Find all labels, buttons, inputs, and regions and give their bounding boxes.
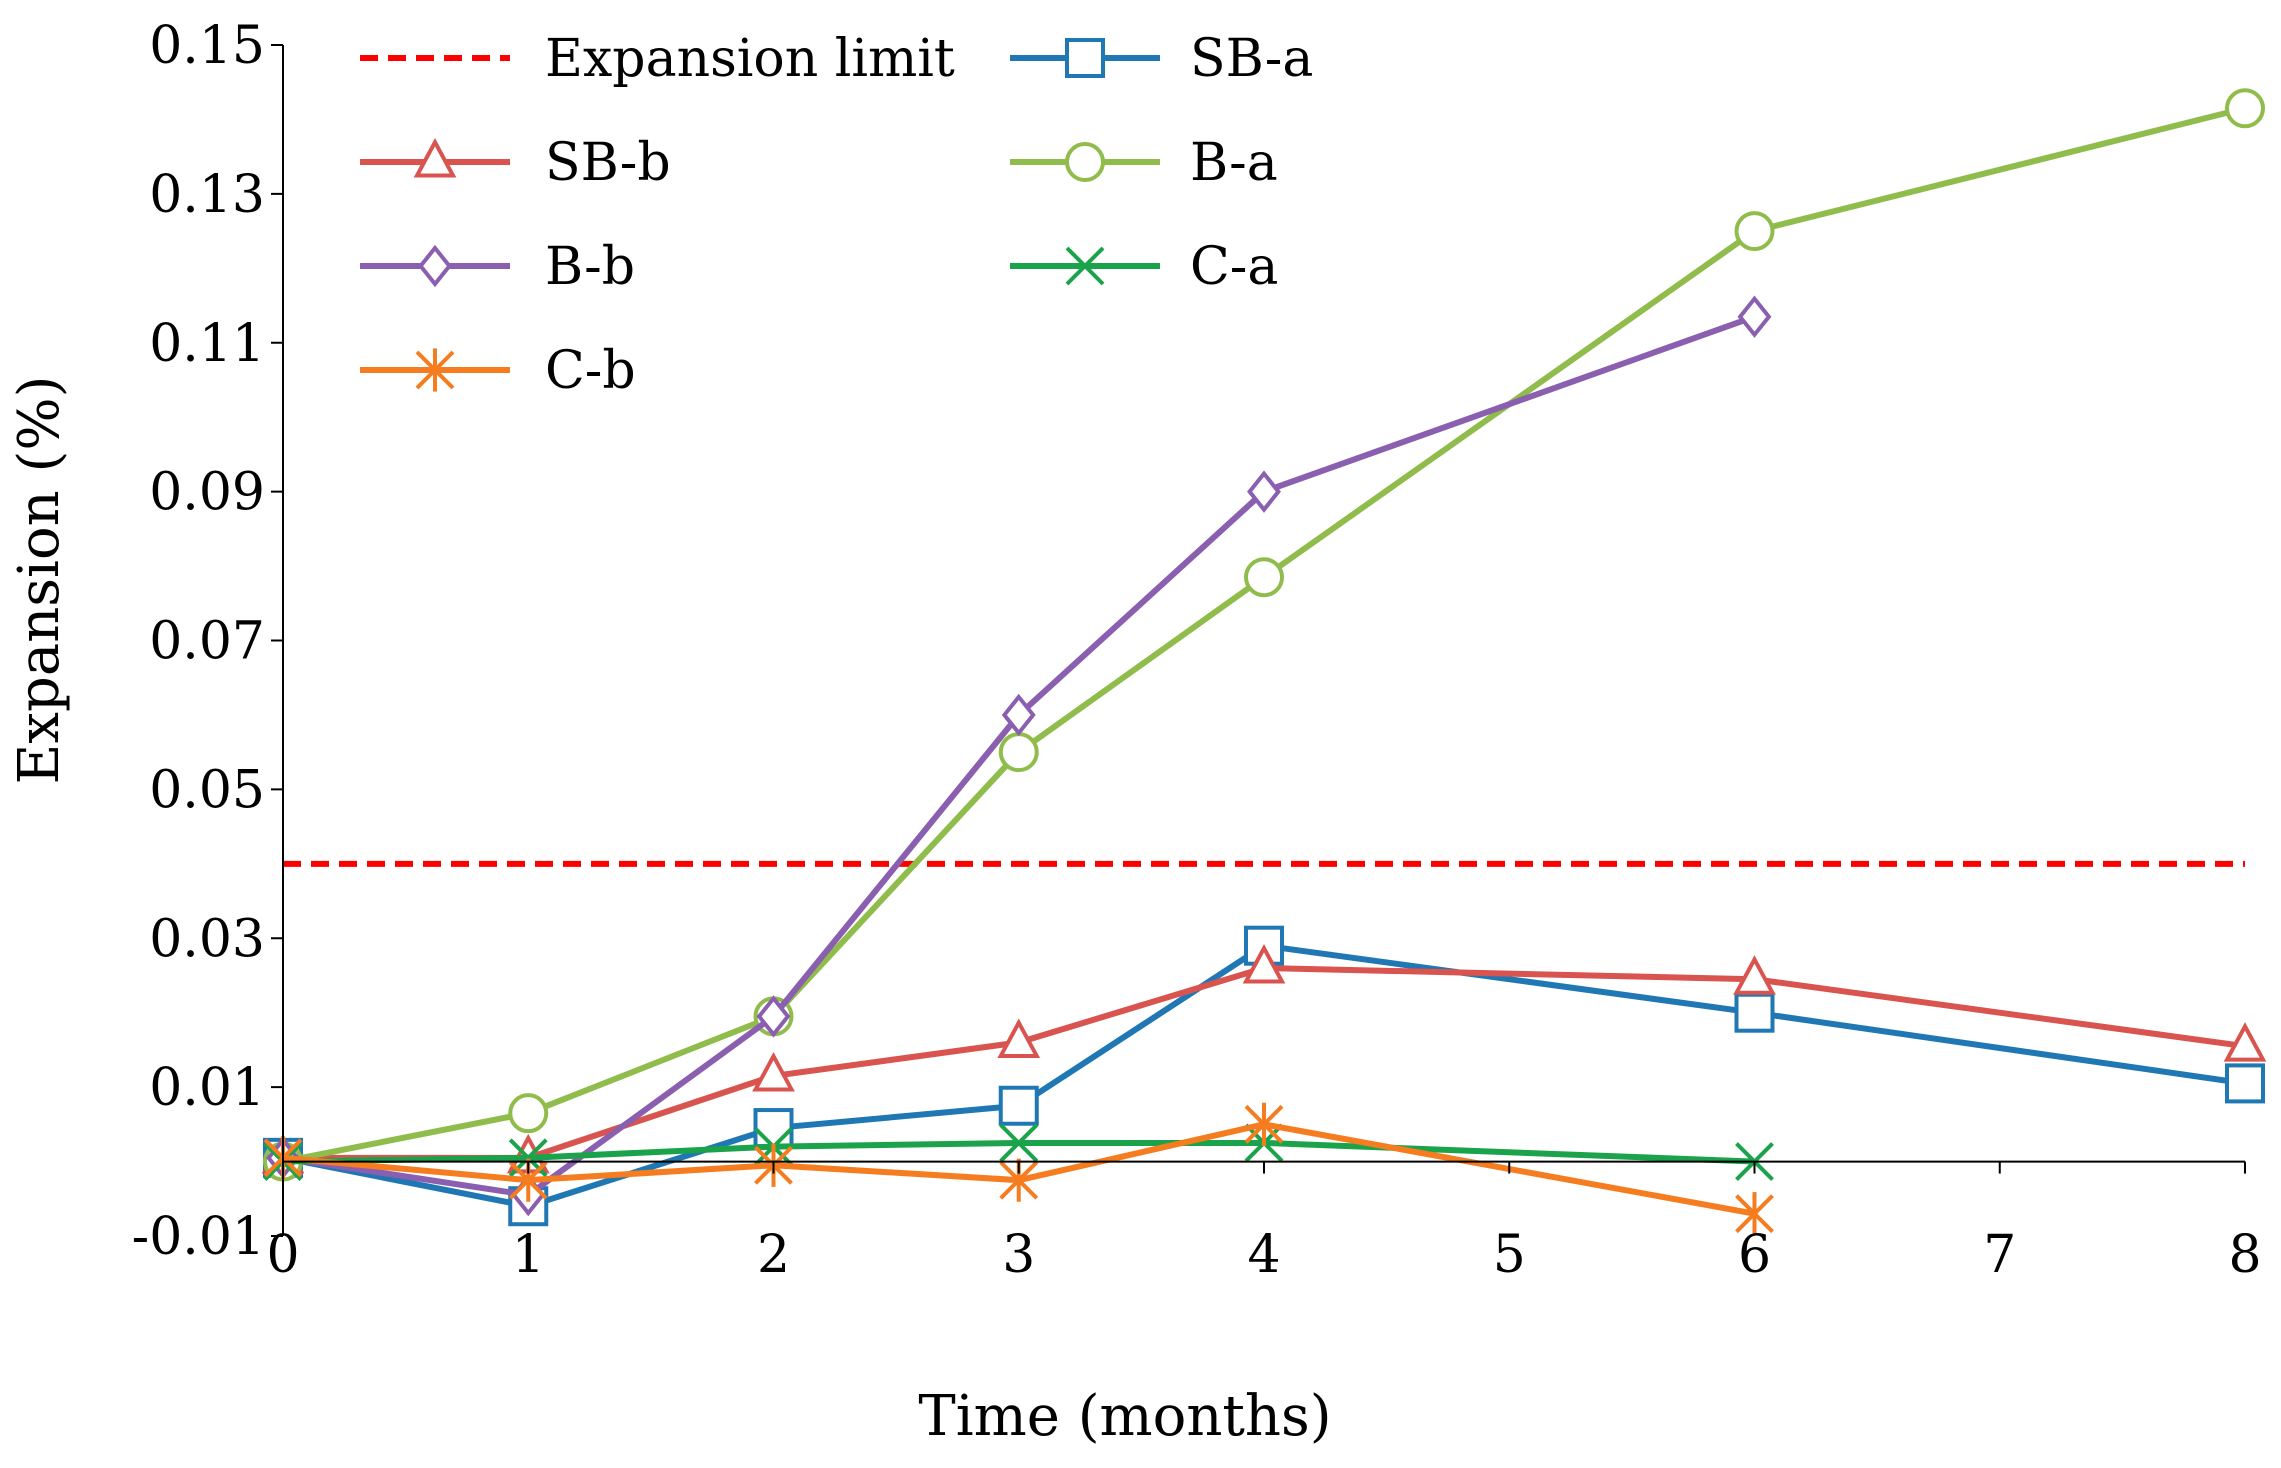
data-point-b-b-2 [756,995,791,1038]
data-point-c-a-3 [999,1123,1039,1163]
legend-item: C-b [360,341,636,401]
data-point-b-a-3-shape [998,732,1039,773]
data-point-b-a-1 [508,1093,549,1134]
legend-item: C-a [1010,237,1278,297]
data-point-b-a-6 [1734,211,1775,252]
legend-label: B-b [545,237,635,297]
data-point-sb-b-4-shape [1242,944,1286,984]
legend-marker-sb-a [1065,38,1105,78]
data-point-sb-a-8-shape [2225,1063,2265,1104]
data-point-sb-b-4 [1242,944,1286,984]
x-tick-label: 3 [1002,1225,1035,1285]
data-point-b-a-8 [2225,88,2265,129]
data-point-b-b-6 [1737,295,1772,338]
legend-label: B-a [1190,133,1278,193]
data-point-sb-b-2-shape [752,1051,795,1092]
x-tick-label: 2 [757,1225,790,1285]
data-point-b-b-6-shape [1737,295,1772,338]
data-point-b-a-1-shape [508,1093,549,1134]
x-tick-label: 4 [1247,1225,1280,1285]
y-tick-label: 0.15 [149,16,265,76]
x-tick-label: 5 [1493,1225,1526,1285]
data-point-c-b-4 [1244,1102,1284,1146]
data-point-sb-b-3 [997,1018,1041,1058]
x-tick-label: 6 [1738,1225,1771,1285]
legend-item: SB-a [1010,29,1313,89]
series-line-c-b [282,1121,1756,1217]
data-point-sb-b-8 [2223,1022,2267,1062]
legend-label: SB-a [1190,29,1313,89]
data-point-sb-b-6 [1733,955,1776,995]
series-line-c-a [282,1139,1755,1165]
y-tick-label: 0.01 [149,1058,265,1118]
legend-item: B-a [1010,133,1278,193]
y-tick-label: 0.07 [149,612,265,672]
y-axis-title: Expansion (%) [7,376,72,785]
data-point-b-a-4-shape [1244,557,1284,598]
data-point-b-b-2-shape [756,995,791,1038]
data-point-b-b-3 [1001,693,1036,737]
y-tick-label: 0.05 [149,760,265,820]
data-point-sb-a-6-shape [1734,992,1775,1033]
data-point-b-b-4 [1247,470,1281,513]
legend: Expansion limit SB-a SB-b B-a B-b C-a C-b [360,29,1313,401]
legend-marker-sb-b-shape [413,137,457,178]
legend-marker-c-a-stroke-b [1065,246,1105,286]
data-point-b-a-4 [1244,557,1284,598]
data-point-sb-b-6-shape [1733,955,1776,995]
x-tick-label: 1 [512,1225,545,1285]
y-tick-label: -0.01 [132,1207,265,1267]
legend-label: C-b [545,341,636,401]
series-line-b-b [282,313,1756,1199]
y-tick-label: 0.09 [149,463,265,523]
y-tick-label: 0.11 [149,314,265,374]
data-point-b-a-3 [998,732,1039,773]
data-point-sb-a-2-shape [753,1108,794,1149]
y-tick-label: 0.13 [149,165,265,225]
legend-label: C-a [1190,237,1278,297]
data-point-b-b-3-shape [1001,693,1036,737]
legend-item: SB-b [360,133,671,193]
x-axis-title: Time (months) [918,1384,1331,1449]
x-tick-label: 8 [2228,1225,2261,1285]
legend-marker-c-b [415,348,455,392]
legend-marker-b-b-shape [418,244,452,288]
data-point-sb-b-8-shape [2223,1022,2267,1062]
legend-marker-b-b [418,244,452,288]
data-point-sb-a-8 [2225,1063,2265,1104]
x-tick-label: 7 [1983,1225,2016,1285]
legend-marker-sb-b [413,137,457,178]
data-point-sb-b-3-shape [997,1018,1041,1058]
data-point-sb-a-6 [1734,992,1775,1033]
data-point-sb-a-2 [753,1108,794,1149]
data-point-sb-a-3 [998,1085,1039,1126]
legend-item: B-b [360,237,635,297]
legend-marker-c-a [1065,246,1105,286]
data-point-sb-a-3-shape [998,1085,1039,1126]
legend-marker-b-a-shape [1065,142,1105,182]
y-tick-label: 0.03 [149,909,265,969]
legend-label: SB-b [545,133,671,193]
legend-label: Expansion limit [545,29,955,89]
data-point-b-a-6-shape [1734,211,1775,252]
data-point-b-b-4-shape [1247,470,1281,513]
data-point-b-a-8-shape [2225,88,2265,129]
axes-layer: -0.01 0.01 0.03 0.05 0.07 0.09 0.11 0.13 0.15 0 1 2… [132,16,2262,1285]
legend-marker-b-a [1065,142,1105,182]
x-tick-label: 0 [266,1225,299,1285]
data-point-sb-b-2 [752,1051,795,1092]
series-layer [261,88,2267,1236]
data-point-c-a-3-stroke-b [999,1123,1039,1163]
data-point-c-b-6 [1735,1192,1774,1236]
legend-item: Expansion limit [360,29,955,89]
legend-marker-sb-a-shape [1065,38,1105,78]
